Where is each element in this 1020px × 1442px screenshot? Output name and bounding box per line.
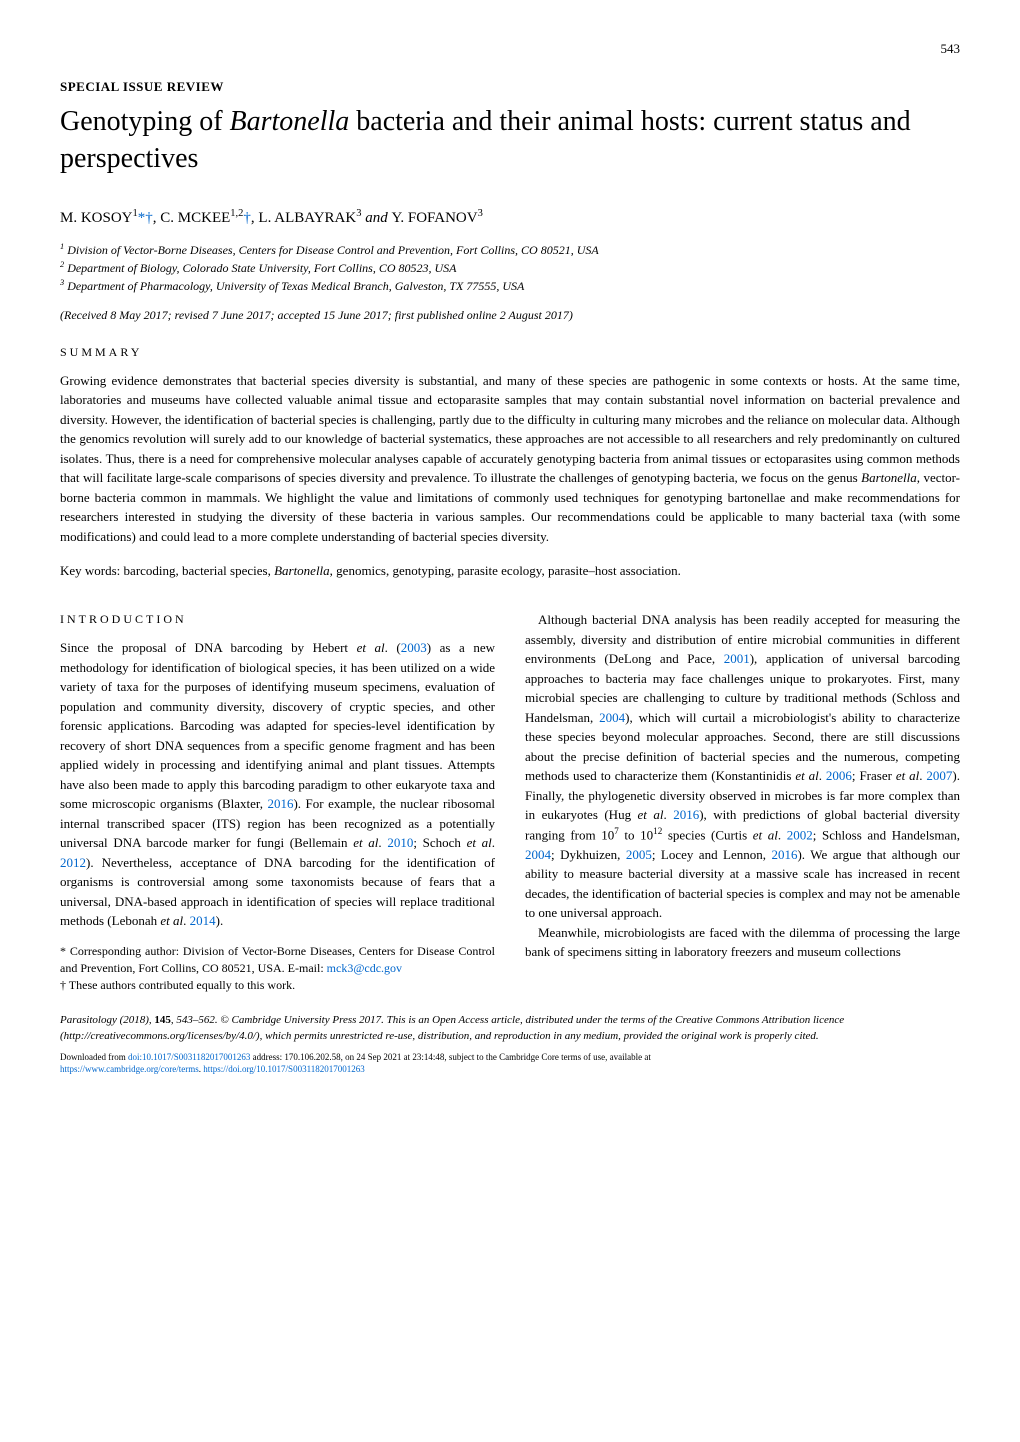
author-4-sup: 3	[478, 208, 483, 219]
received-dates: (Received 8 May 2017; revised 7 June 201…	[60, 307, 960, 324]
keywords-italic: Bartonella	[274, 563, 330, 578]
ref-link[interactable]: 2007	[926, 768, 952, 783]
ref-link[interactable]: 2006	[826, 768, 852, 783]
summary-heading: SUMMARY	[60, 344, 960, 361]
ref-link[interactable]: 2016	[771, 847, 797, 862]
summary-italic: Bartonella	[861, 470, 917, 485]
terms-link[interactable]: https://www.cambridge.org/core/terms	[60, 1064, 199, 1074]
footnote-1: * Corresponding author: Division of Vect…	[60, 943, 495, 977]
author-3: , L. ALBAYRAK	[251, 210, 356, 226]
affiliation-3: 3 Department of Pharmacology, University…	[60, 277, 960, 295]
ref-link[interactable]: 2001	[724, 651, 750, 666]
ref-link[interactable]: 2003	[401, 640, 427, 655]
keywords-text-1: barcoding, bacterial species,	[124, 563, 275, 578]
body-columns: INTRODUCTION Since the proposal of DNA b…	[60, 610, 960, 993]
download-info: Downloaded from doi:10.1017/S00311820170…	[60, 1052, 960, 1075]
footnotes: * Corresponding author: Division of Vect…	[60, 943, 495, 993]
summary-p1: Growing evidence demonstrates that bacte…	[60, 373, 960, 486]
ref-link[interactable]: 2016	[267, 796, 293, 811]
author-4: Y. FOFANOV	[391, 210, 477, 226]
col2-paragraph-1: Although bacterial DNA analysis has been…	[525, 610, 960, 922]
ref-link[interactable]: 2002	[787, 827, 813, 842]
ref-link[interactable]: 2004	[599, 710, 625, 725]
column-left: INTRODUCTION Since the proposal of DNA b…	[60, 610, 495, 993]
keywords-text-2: , genomics, genotyping, parasite ecology…	[330, 563, 681, 578]
author-2-sup: 1,2	[230, 208, 243, 219]
affiliation-2: 2 Department of Biology, Colorado State …	[60, 259, 960, 277]
ref-link[interactable]: 2010	[387, 835, 413, 850]
footnote-2: † These authors contributed equally to t…	[60, 977, 495, 994]
ref-link[interactable]: 2004	[525, 847, 551, 862]
author-2: , C. MCKEE	[153, 210, 231, 226]
keywords-label: Key words:	[60, 563, 124, 578]
col1-paragraph: Since the proposal of DNA barcoding by H…	[60, 638, 495, 931]
article-type: SPECIAL ISSUE REVIEW	[60, 78, 960, 96]
title-text-1: Genotyping of	[60, 106, 230, 137]
summary-text: Growing evidence demonstrates that bacte…	[60, 371, 960, 547]
bottom-citation: Parasitology (2018), 145, 543–562. © Cam…	[60, 1013, 960, 1044]
intro-heading: INTRODUCTION	[60, 610, 495, 628]
ref-link[interactable]: 2014	[190, 913, 216, 928]
affiliation-1: 1 Division of Vector-Borne Diseases, Cen…	[60, 241, 960, 259]
col2-paragraph-2: Meanwhile, microbiologists are faced wit…	[525, 923, 960, 962]
doi-link[interactable]: doi:10.1017/S0031182017001263	[128, 1052, 250, 1062]
doi-url-link[interactable]: https://doi.org/10.1017/S003118201700126…	[203, 1064, 365, 1074]
ref-link[interactable]: 2012	[60, 855, 86, 870]
and-text: and	[361, 210, 391, 226]
keywords: Key words: barcoding, bacterial species,…	[60, 562, 960, 580]
ref-link[interactable]: 2016	[673, 807, 699, 822]
author-2-link[interactable]: †	[243, 210, 251, 226]
page-number: 543	[60, 40, 960, 58]
authors-line: M. KOSOY1*†, C. MCKEE1,2†, L. ALBAYRAK3 …	[60, 207, 960, 229]
author-1: M. KOSOY	[60, 210, 133, 226]
column-right: Although bacterial DNA analysis has been…	[525, 610, 960, 993]
affiliations: 1 Division of Vector-Borne Diseases, Cen…	[60, 241, 960, 295]
email-link[interactable]: mck3@cdc.gov	[327, 961, 402, 975]
author-1-link[interactable]: *†	[138, 210, 153, 226]
ref-link[interactable]: 2005	[626, 847, 652, 862]
title-italic: Bartonella	[230, 106, 350, 137]
article-title: Genotyping of Bartonella bacteria and th…	[60, 104, 960, 177]
